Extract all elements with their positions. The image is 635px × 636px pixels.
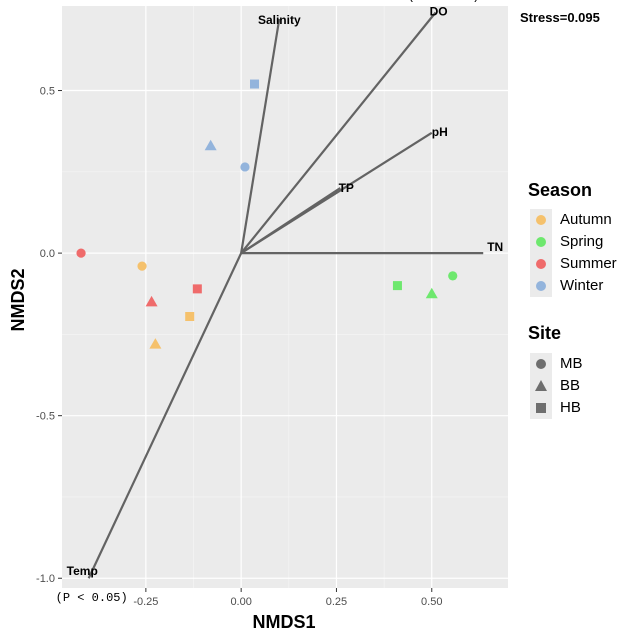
x-axis-ticks: -0.25 0.00 0.25 0.50 [133, 588, 442, 608]
point-winter-bb [204, 139, 217, 151]
legend-label: HB [560, 399, 581, 416]
vector-label-ph: pH [432, 125, 448, 139]
data-points [76, 79, 458, 349]
y-axis-ticks: -1.0 -0.5 0.0 0.5 [36, 86, 62, 585]
legend-season-title: Season [528, 180, 593, 200]
legend-label: Autumn [560, 211, 612, 228]
point-autumn-hb [185, 312, 195, 322]
legend-key [530, 375, 552, 397]
legend-swatch [536, 281, 546, 291]
plot-panel [62, 6, 508, 588]
point-autumn-bb [149, 338, 162, 349]
point-summer-bb [145, 295, 158, 307]
legend-key [530, 397, 552, 419]
vector-label-tp: TP [339, 181, 354, 195]
point-autumn-mb [137, 261, 147, 271]
x-tick-label: 0.25 [326, 596, 347, 608]
legend-label: Winter [560, 277, 604, 294]
vector-label-salinity: Salinity [258, 13, 301, 27]
legend-key [530, 253, 552, 275]
legend-swatch [536, 259, 546, 269]
legend-shape-circle [536, 359, 546, 369]
vector-label-temp: Temp [67, 564, 98, 578]
legend-key [530, 231, 552, 253]
vector-label-do: DO [430, 5, 448, 19]
vector-note-temp: (P < 0.05) [56, 591, 128, 605]
x-tick-label: 0.50 [421, 596, 442, 608]
legend-label: Spring [560, 233, 604, 250]
point-summer-mb [76, 248, 86, 258]
point-summer-hb [192, 284, 202, 294]
x-axis-label: NMDS1 [252, 612, 315, 632]
legend-label: MB [560, 355, 583, 372]
y-axis-label: NMDS2 [8, 268, 28, 331]
point-spring-hb [392, 281, 402, 291]
point-winter-mb [240, 162, 250, 172]
vector-note-do: (P < 0.05) [408, 0, 480, 4]
x-tick-label: 0.00 [230, 596, 251, 608]
legend-label: BB [560, 377, 581, 394]
point-winter-hb [250, 79, 260, 89]
grid-minor [62, 6, 508, 588]
vector-tp [240, 187, 341, 255]
vector-label-tn: TN [487, 240, 503, 254]
legend-swatch [536, 215, 546, 225]
y-tick-label: -0.5 [36, 411, 55, 423]
y-tick-label: 0.0 [40, 248, 55, 260]
vector-temp [87, 252, 243, 579]
vector-do [240, 11, 437, 254]
legend-site-title: Site [528, 323, 562, 343]
stress-value: Stress=0.095 [520, 10, 600, 25]
legend-shape-square [536, 403, 546, 413]
point-spring-bb [425, 287, 438, 299]
vector-salinity [240, 18, 281, 254]
point-spring-mb [448, 271, 458, 281]
legend-swatch [536, 237, 546, 247]
x-tick-label: -0.25 [133, 596, 158, 608]
legend-key [530, 353, 552, 375]
y-tick-label: -1.0 [36, 573, 55, 585]
legend-shape-triangle [535, 380, 547, 391]
legend-key [530, 275, 552, 297]
y-tick-label: 0.5 [40, 86, 55, 98]
legend-key [530, 209, 552, 231]
legend-label: Summer [560, 255, 617, 272]
